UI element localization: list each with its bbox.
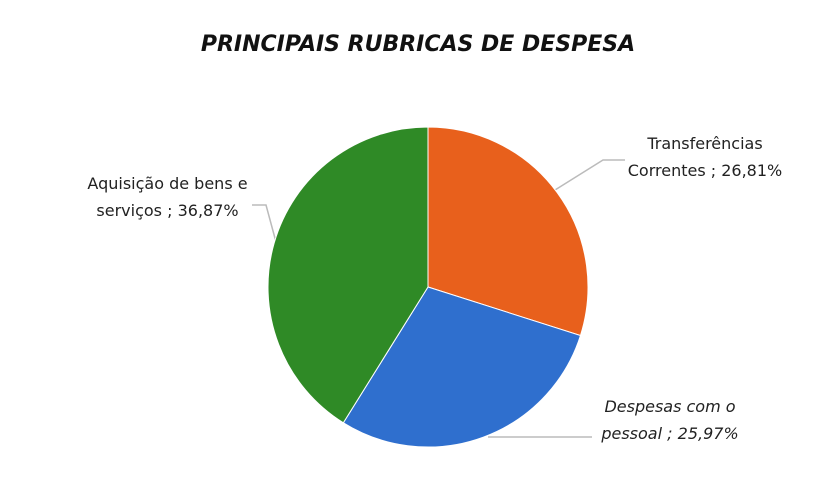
label-name: Despesas com o pessoal — [601, 397, 736, 443]
leader-line — [252, 204, 277, 243]
label-name: Aquisição de bens e serviços — [87, 174, 248, 220]
label-separator: ; — [667, 424, 673, 443]
label-separator: ; — [167, 201, 173, 220]
leader-line — [554, 159, 625, 191]
data-label: Despesas com o pessoal ; 25,97% — [585, 393, 755, 447]
chart-title: PRINCIPAIS RUBRICAS DE DESPESA — [200, 32, 636, 57]
label-value: 25,97% — [677, 424, 739, 443]
data-label: Transferências Correntes ; 26,81% — [625, 130, 785, 184]
label-value: 26,81% — [721, 161, 783, 180]
label-separator: ; — [710, 161, 717, 180]
data-label: Aquisição de bens e serviços ; 36,87% — [80, 170, 255, 224]
label-name: Transferências Correntes — [627, 134, 763, 180]
pie-slice — [267, 126, 429, 424]
pie-slice — [427, 126, 589, 337]
label-value: 36,87% — [177, 201, 239, 220]
pie-slice — [342, 286, 582, 448]
